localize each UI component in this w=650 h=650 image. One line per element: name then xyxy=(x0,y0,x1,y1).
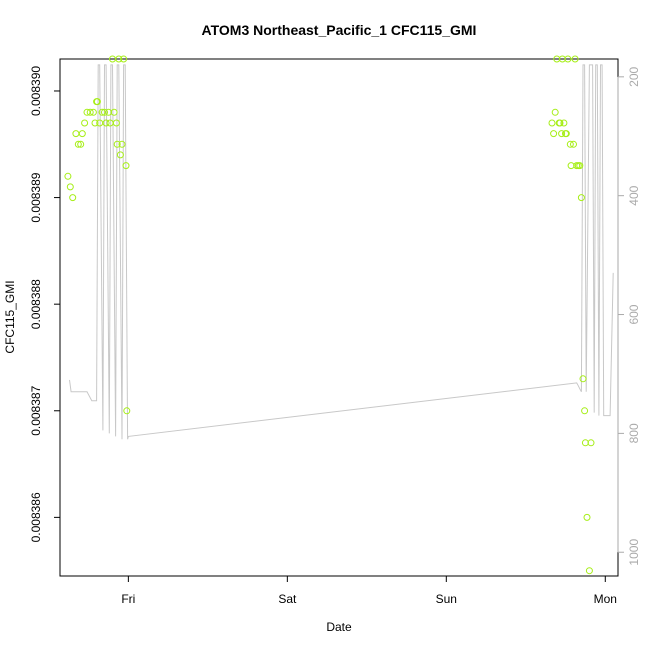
data-point xyxy=(571,55,579,63)
data-point xyxy=(577,194,585,202)
data-point xyxy=(101,108,108,116)
right-tick-label: 800 xyxy=(627,423,641,443)
right-axis: 200 400 600 800 1000 xyxy=(617,66,641,566)
x-tick-label: Sat xyxy=(278,592,297,606)
data-point xyxy=(81,119,89,127)
x-axis-label: Date xyxy=(326,620,352,634)
data-point xyxy=(123,407,131,415)
data-point xyxy=(69,194,77,202)
data-point xyxy=(550,130,558,138)
data-point xyxy=(74,140,82,148)
data-point xyxy=(91,119,99,127)
y-tick-label: 0.008389 xyxy=(29,172,43,222)
data-point xyxy=(570,140,577,148)
data-point xyxy=(106,119,114,127)
y-tick-label: 0.008388 xyxy=(29,279,43,329)
data-point xyxy=(122,162,130,170)
y-tick-label: 0.008386 xyxy=(29,492,43,542)
data-point xyxy=(110,108,118,116)
x-axis: Fri Sat Sun Mon xyxy=(121,575,617,606)
data-point xyxy=(558,130,566,138)
y-axis-label: CFC115_GMI xyxy=(3,280,17,353)
right-tick-label: 200 xyxy=(627,66,641,86)
data-point xyxy=(93,98,101,106)
data-point xyxy=(86,108,94,116)
data-point xyxy=(72,130,80,138)
data-point xyxy=(587,439,595,447)
data-point xyxy=(89,108,97,116)
data-point xyxy=(120,55,128,63)
data-point xyxy=(567,162,575,170)
right-tick-label: 1000 xyxy=(627,539,641,566)
right-tick-label: 400 xyxy=(627,185,641,205)
pressure-line-layer xyxy=(69,64,614,440)
data-point xyxy=(118,140,126,148)
data-point xyxy=(64,172,72,180)
y-axis: 0.008386 0.008387 0.008388 0.008389 0.008390 xyxy=(29,66,61,542)
data-point xyxy=(583,513,591,521)
data-point xyxy=(556,119,564,127)
data-point xyxy=(116,151,124,159)
chart-title: ATOM3 Northeast_Pacific_1 CFC115_GMI xyxy=(202,22,477,38)
data-point xyxy=(581,407,589,415)
data-point xyxy=(102,119,110,127)
plot-area xyxy=(59,58,619,577)
data-point xyxy=(564,55,572,63)
pressure-line xyxy=(69,64,614,440)
y-tick-label: 0.008390 xyxy=(29,66,43,116)
data-point xyxy=(560,119,568,127)
data-point xyxy=(576,162,584,170)
data-point xyxy=(548,119,556,127)
x-tick-label: Fri xyxy=(121,592,135,606)
x-tick-label: Mon xyxy=(594,592,617,606)
data-point xyxy=(112,119,120,127)
data-point xyxy=(562,130,570,138)
data-point xyxy=(66,183,74,191)
data-point xyxy=(78,130,86,138)
data-point xyxy=(115,55,123,63)
right-tick-label: 600 xyxy=(627,304,641,324)
data-point xyxy=(566,140,574,148)
data-point xyxy=(579,375,587,383)
data-point xyxy=(113,140,121,148)
data-point xyxy=(551,108,559,116)
y-tick-label: 0.008387 xyxy=(29,385,43,435)
points-layer xyxy=(64,55,595,575)
data-point xyxy=(585,567,593,575)
x-tick-label: Sun xyxy=(436,592,457,606)
data-point xyxy=(77,140,85,148)
